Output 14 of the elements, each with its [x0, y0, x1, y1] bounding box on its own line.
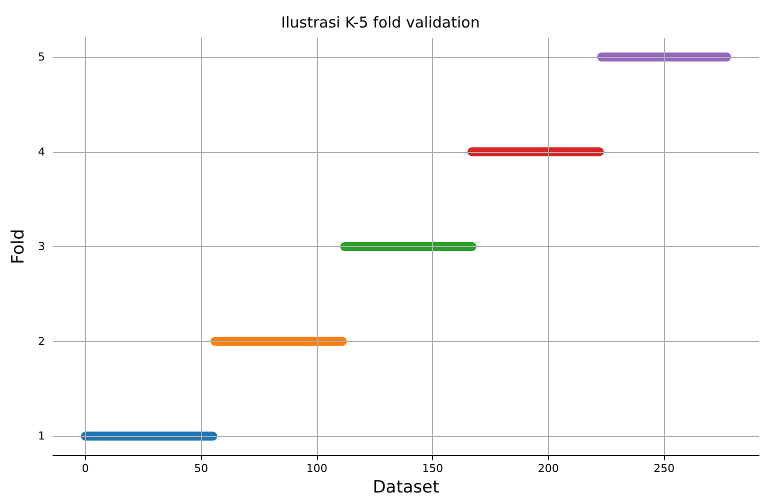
y-tick-label: 2: [38, 334, 45, 348]
y-tick-label: 5: [38, 50, 45, 64]
x-tick-label: 200: [538, 462, 559, 476]
x-axis-title: Dataset: [372, 478, 440, 498]
y-tick-label: 4: [38, 145, 45, 158]
x-tick-label: 100: [306, 462, 328, 476]
x-tick-label: 150: [422, 462, 444, 476]
x-tick-label: 250: [654, 462, 675, 476]
y-tick-label: 3: [38, 240, 45, 254]
chart-title: Ilustrasi K-5 fold validation: [281, 14, 480, 32]
x-tick-label: 50: [194, 462, 208, 476]
x-tick-label: 0: [82, 462, 89, 476]
y-tick-label: 1: [38, 430, 45, 443]
y-axis-title: Fold: [8, 229, 28, 264]
